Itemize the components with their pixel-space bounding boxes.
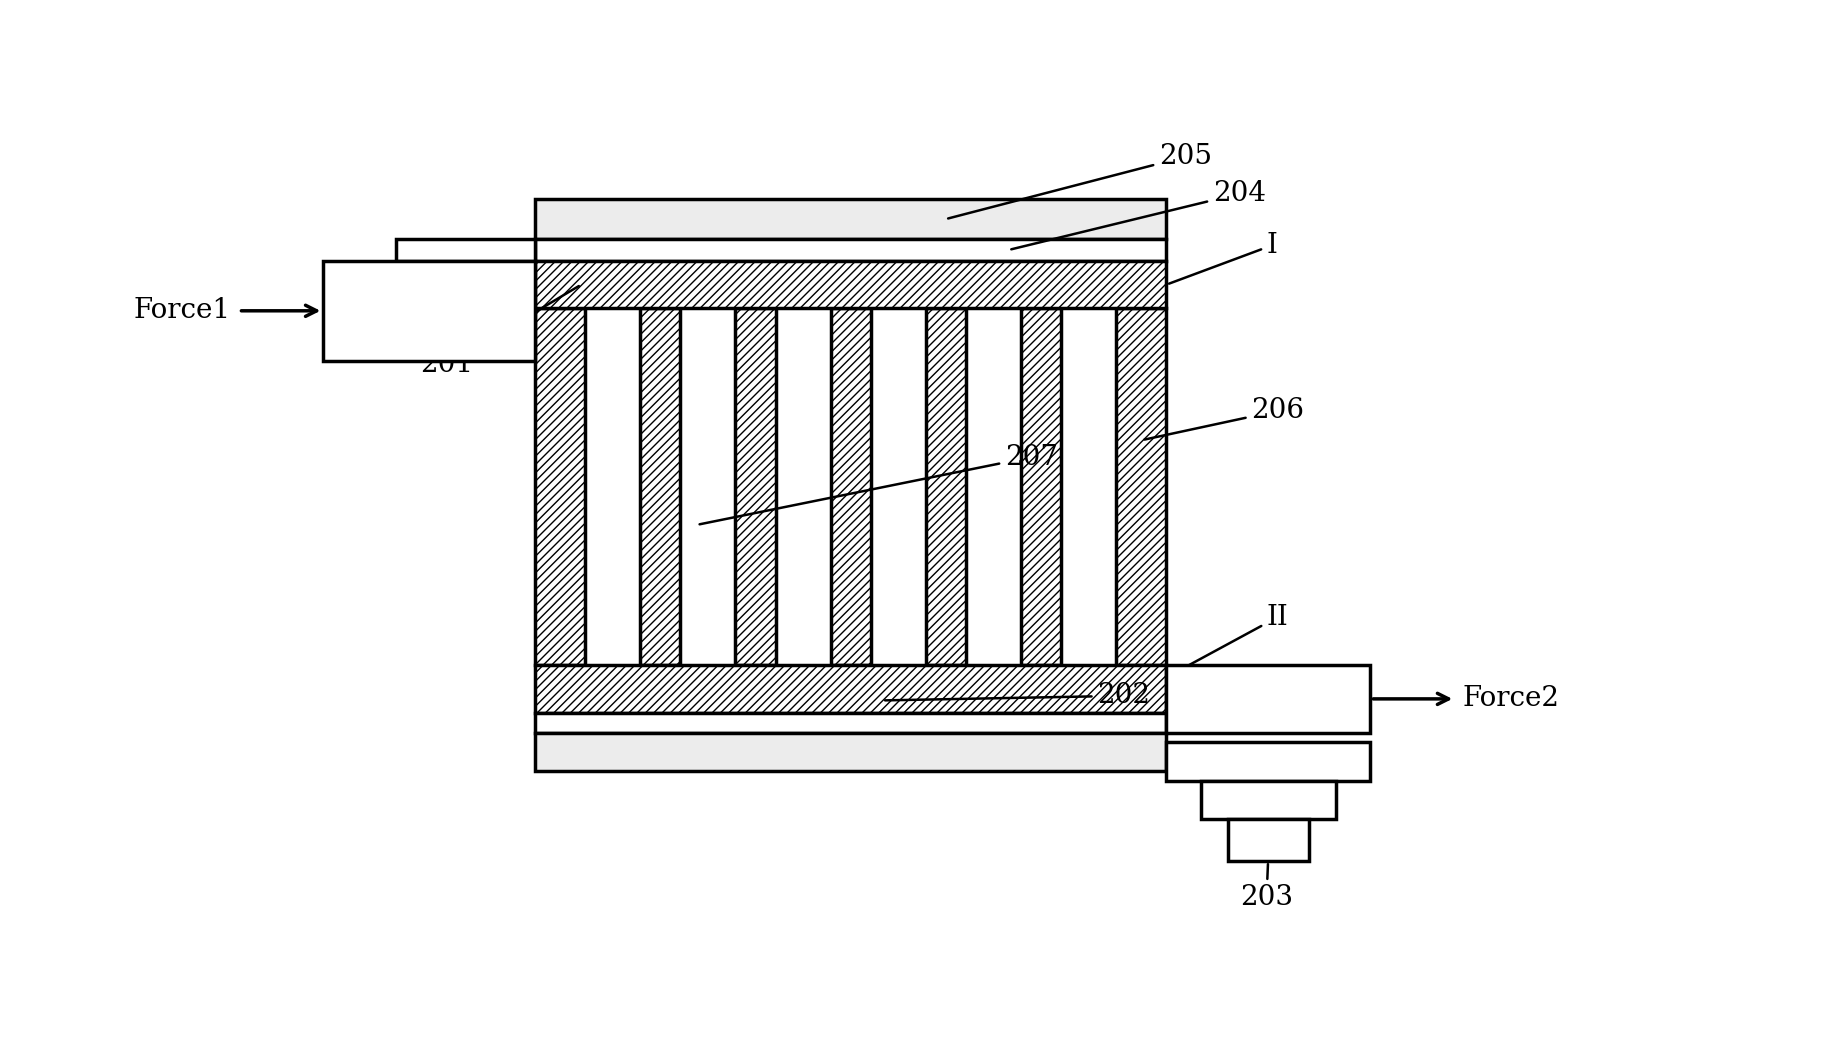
Bar: [736, 309, 775, 665]
Bar: [536, 309, 585, 665]
Bar: [536, 733, 1167, 772]
Text: I: I: [1169, 232, 1278, 284]
Bar: [1022, 309, 1060, 665]
Text: 201: 201: [420, 286, 578, 378]
Text: 202: 202: [886, 682, 1151, 710]
Bar: [1228, 819, 1309, 861]
Bar: [830, 309, 871, 665]
Bar: [536, 200, 1167, 239]
Text: Force2: Force2: [1464, 686, 1559, 712]
Text: 205: 205: [948, 143, 1211, 218]
Bar: [536, 260, 1167, 309]
Bar: [396, 239, 536, 260]
Bar: [1167, 665, 1370, 733]
Bar: [1167, 742, 1370, 780]
Bar: [1200, 780, 1337, 819]
Text: 204: 204: [1011, 181, 1265, 249]
Bar: [324, 260, 536, 361]
Text: 207: 207: [700, 443, 1059, 524]
Text: 206: 206: [1145, 397, 1303, 440]
Text: II: II: [1169, 604, 1289, 676]
Bar: [926, 309, 967, 665]
Bar: [1116, 309, 1167, 665]
Text: Force1: Force1: [134, 297, 230, 324]
Bar: [536, 665, 1167, 713]
Bar: [536, 239, 1167, 260]
Bar: [536, 713, 1167, 733]
Bar: [641, 309, 681, 665]
Text: 203: 203: [1241, 864, 1292, 911]
